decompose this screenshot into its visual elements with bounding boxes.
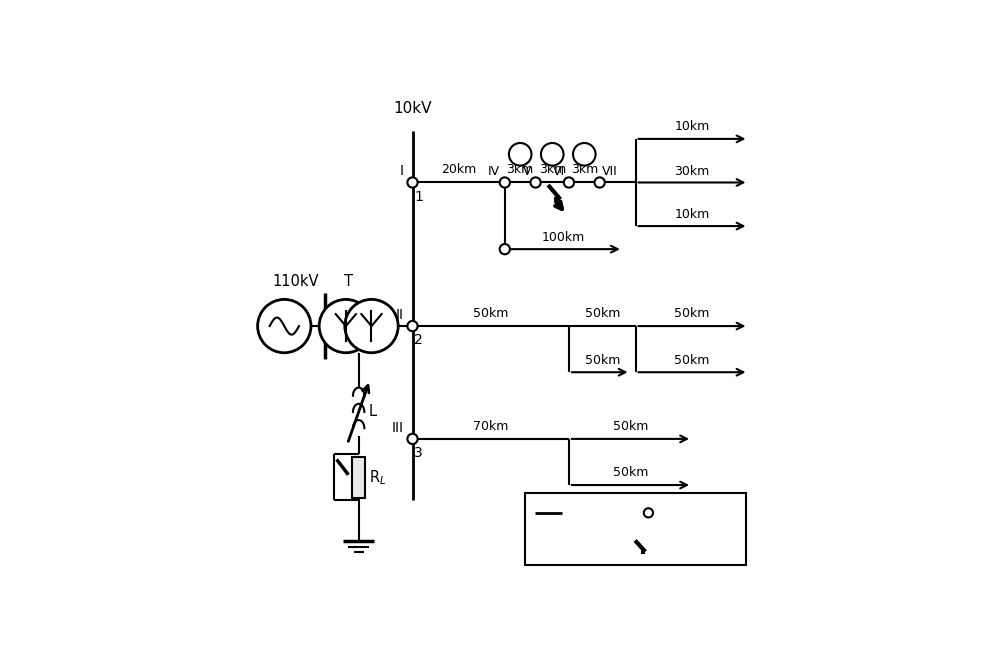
- Text: 3: 3: [414, 446, 423, 460]
- Text: 3km: 3km: [539, 163, 566, 176]
- Text: 100km: 100km: [542, 231, 585, 244]
- Text: 50km: 50km: [473, 307, 508, 320]
- Text: IV: IV: [488, 165, 500, 178]
- Circle shape: [644, 508, 653, 517]
- Circle shape: [407, 321, 418, 331]
- Text: V: V: [523, 165, 531, 178]
- Text: 20km: 20km: [441, 163, 476, 176]
- Text: 检测点: 检测点: [659, 506, 684, 520]
- Text: 1: 1: [414, 190, 423, 204]
- Text: 故障位置: 故障位置: [658, 539, 691, 553]
- Text: 1: 1: [516, 148, 524, 161]
- Text: L: L: [369, 404, 377, 420]
- Text: I: I: [399, 165, 403, 178]
- FancyBboxPatch shape: [525, 493, 746, 565]
- Text: 3km: 3km: [571, 163, 598, 176]
- Circle shape: [345, 300, 398, 353]
- Text: 2: 2: [548, 148, 556, 161]
- Text: 负荷: 负荷: [574, 539, 591, 553]
- Text: 10km: 10km: [674, 120, 710, 133]
- Text: 50km: 50km: [585, 307, 620, 320]
- Circle shape: [500, 244, 510, 254]
- Text: 50km: 50km: [674, 354, 710, 368]
- Circle shape: [564, 177, 574, 188]
- Circle shape: [541, 143, 564, 166]
- Circle shape: [407, 434, 418, 444]
- Text: VI: VI: [553, 165, 565, 178]
- Text: 50km: 50km: [613, 420, 648, 433]
- Text: R$_L$: R$_L$: [369, 468, 387, 487]
- Text: 30km: 30km: [674, 165, 710, 178]
- Circle shape: [407, 177, 418, 188]
- Text: II: II: [395, 308, 403, 322]
- Circle shape: [595, 177, 605, 188]
- Text: 50km: 50km: [613, 466, 648, 479]
- Text: 10km: 10km: [674, 208, 710, 221]
- Circle shape: [573, 143, 596, 166]
- Text: T: T: [344, 274, 353, 289]
- Text: 50km: 50km: [585, 354, 620, 368]
- Text: 线路: 线路: [574, 506, 591, 520]
- Text: VII: VII: [602, 165, 618, 178]
- Circle shape: [258, 300, 311, 353]
- Text: 70km: 70km: [473, 420, 508, 433]
- Circle shape: [319, 300, 373, 353]
- Text: 3km: 3km: [507, 163, 534, 176]
- Circle shape: [530, 177, 541, 188]
- Text: 110kV: 110kV: [273, 274, 319, 289]
- FancyBboxPatch shape: [352, 457, 365, 498]
- Text: 3: 3: [581, 148, 588, 161]
- Text: 2: 2: [414, 334, 423, 348]
- Text: III: III: [391, 421, 403, 435]
- Text: 10kV: 10kV: [393, 101, 432, 116]
- Circle shape: [500, 177, 510, 188]
- Circle shape: [509, 143, 531, 166]
- Text: 50km: 50km: [674, 307, 710, 320]
